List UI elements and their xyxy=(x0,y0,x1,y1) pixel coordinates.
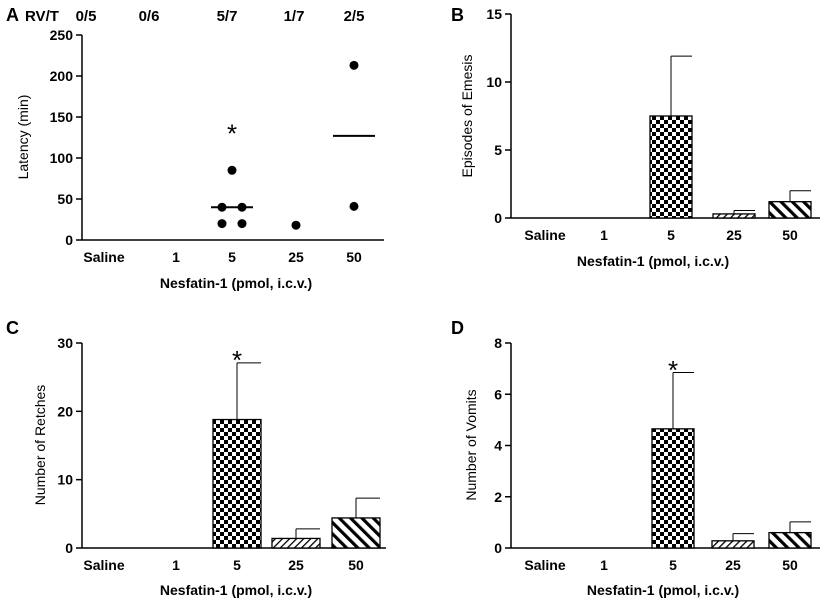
data-marks: * xyxy=(211,60,375,230)
data-point xyxy=(349,201,359,211)
x-axis-label: Nesfatin-1 (pmol, i.c.v.) xyxy=(577,253,729,269)
y-tick-label: 30 xyxy=(57,335,73,351)
panel-letter: B xyxy=(451,5,464,25)
data-marks: * xyxy=(651,355,812,549)
data-point xyxy=(217,219,227,229)
y-tick-label: 10 xyxy=(486,74,502,90)
x-tick-label: Saline xyxy=(524,557,565,573)
y-axis-label: Latency (min) xyxy=(15,95,31,180)
data-marks: * xyxy=(212,345,381,549)
y-tick-label: 0 xyxy=(65,232,73,248)
y-tick-label: 5 xyxy=(494,142,502,158)
bar xyxy=(711,540,755,549)
rv-t-ratio: 5/7 xyxy=(217,8,238,25)
rv-t-label: RV/T xyxy=(25,8,59,25)
bar xyxy=(712,213,756,219)
y-tick-label: 0 xyxy=(65,540,73,556)
y-tick-label: 20 xyxy=(57,403,73,419)
y-tick-label: 250 xyxy=(50,27,74,43)
rv-t-ratio: 0/6 xyxy=(139,8,160,25)
y-tick-label: 4 xyxy=(494,438,502,454)
data-marks xyxy=(649,55,812,219)
rv-t-ratio: 1/7 xyxy=(284,8,305,25)
data-point xyxy=(291,220,301,230)
panel-c-retches: C Number of Retches Nesfatin-1 (pmol, i.… xyxy=(6,318,386,598)
x-tick-label: 1 xyxy=(172,557,180,573)
y-tick-label: 50 xyxy=(57,191,73,207)
bar xyxy=(649,115,693,219)
x-axis-label: Nesfatin-1 (pmol, i.c.v.) xyxy=(587,582,739,598)
rv-t-ratio: 2/5 xyxy=(344,8,365,25)
panel-letter: D xyxy=(451,318,464,338)
x-tick-label: 50 xyxy=(346,249,362,265)
y-tick-label: 150 xyxy=(50,109,74,125)
panel-d-vomits: D Number of Vomits Nesfatin-1 (pmol, i.c… xyxy=(451,318,820,598)
data-point xyxy=(237,219,247,229)
axes: 0 50 100 150 200 250 Saline 1 5 25 50 xyxy=(50,27,384,265)
y-tick-label: 10 xyxy=(57,472,73,488)
bar xyxy=(212,418,262,549)
y-tick-label: 15 xyxy=(486,6,502,22)
x-tick-label: 50 xyxy=(782,557,798,573)
significance-star: * xyxy=(232,345,242,375)
y-tick-label: 6 xyxy=(494,386,502,402)
x-tick-label: 5 xyxy=(667,227,675,243)
y-tick-label: 100 xyxy=(50,150,74,166)
bar xyxy=(331,517,381,549)
x-tick-label: 5 xyxy=(228,249,236,265)
x-tick-label: 1 xyxy=(172,249,180,265)
x-axis-label: Nesfatin-1 (pmol, i.c.v.) xyxy=(160,275,312,291)
y-tick-label: 8 xyxy=(494,335,502,351)
y-tick-label: 2 xyxy=(494,489,502,505)
rv-t-ratios: 0/5 0/6 5/7 1/7 2/5 xyxy=(76,8,365,25)
significance-star: * xyxy=(668,355,678,385)
x-tick-label: 25 xyxy=(288,557,304,573)
bar xyxy=(768,531,812,549)
y-tick-label: 200 xyxy=(50,68,74,84)
x-tick-label: Saline xyxy=(83,557,124,573)
bar xyxy=(768,201,812,219)
x-tick-label: 50 xyxy=(782,227,798,243)
x-tick-label: 50 xyxy=(348,557,364,573)
y-axis-label: Number of Vomits xyxy=(463,389,479,500)
y-tick-label: 0 xyxy=(494,540,502,556)
x-tick-label: 5 xyxy=(233,557,241,573)
significance-star: * xyxy=(227,118,237,148)
x-tick-label: Saline xyxy=(83,249,124,265)
panel-letter: C xyxy=(6,318,19,338)
x-axis-label: Nesfatin-1 (pmol, i.c.v.) xyxy=(160,582,312,598)
bar xyxy=(651,428,695,549)
y-axis-label: Episodes of Emesis xyxy=(459,55,475,178)
y-tick-label: 0 xyxy=(494,210,502,226)
data-point xyxy=(349,60,359,70)
x-tick-label: 1 xyxy=(600,557,608,573)
panel-letter: A xyxy=(6,5,19,25)
x-tick-label: 25 xyxy=(288,249,304,265)
bar xyxy=(271,537,321,549)
x-tick-label: 1 xyxy=(600,227,608,243)
y-axis-label: Number of Retches xyxy=(32,385,48,506)
x-tick-label: 5 xyxy=(669,557,677,573)
x-tick-label: 25 xyxy=(726,227,742,243)
x-tick-label: Saline xyxy=(524,227,565,243)
rv-t-ratio: 0/5 xyxy=(76,8,97,25)
x-tick-label: 25 xyxy=(725,557,741,573)
data-point xyxy=(227,165,237,175)
panel-a-latency: A RV/T 0/5 0/6 5/7 1/7 2/5 Latency (min) Nes… xyxy=(6,5,384,291)
panel-b-emesis: B Episodes of Emesis Nesfatin-1 (pmol, i… xyxy=(451,5,820,269)
